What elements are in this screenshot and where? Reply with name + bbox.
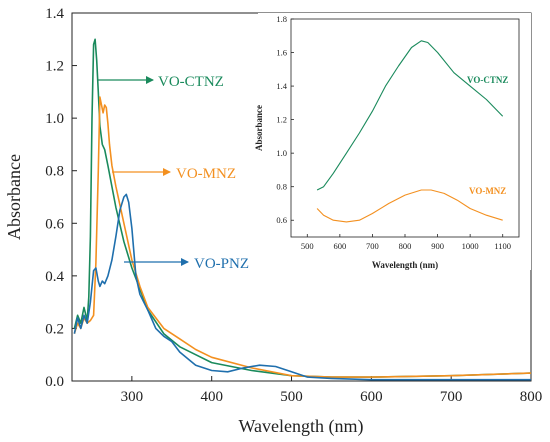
inset-x-axis-title: Wavelength (nm)	[372, 260, 438, 270]
x-tick-label: 600	[360, 389, 383, 405]
inset-series-group	[316, 40, 504, 223]
inset-y-tick-label: 1.8	[276, 14, 287, 24]
series-line-vo-ctnz	[73, 38, 532, 378]
inset-series-line-vo-mnz	[316, 189, 503, 223]
inset-x-tick-label: 800	[399, 241, 412, 251]
inset-y-tick-label: 1.6	[276, 48, 287, 58]
inset-x-tick-label: 1000	[462, 241, 479, 251]
x-tick-label: 400	[200, 389, 223, 405]
inset-y-tick-label: 0.8	[276, 182, 287, 192]
label-vo-pnz: VO-PNZ	[194, 256, 249, 272]
main-series-group	[73, 38, 532, 381]
inset-y-tick-label: 1.2	[276, 115, 287, 125]
y-tick-label: 1.4	[45, 6, 64, 22]
y-tick-label: 0.4	[45, 269, 64, 285]
inset-x-tick-label: 900	[431, 241, 444, 251]
x-tick-label: 800	[520, 389, 543, 405]
inset-series-line-vo-ctnz	[316, 40, 504, 191]
inset-y-tick-label: 1.4	[276, 81, 287, 91]
y-tick-label: 0.8	[45, 164, 64, 180]
inset-label-vo-ctnz: VO-CTNZ	[467, 75, 508, 85]
inset-x-tick-label: 600	[333, 241, 346, 251]
inset-background	[258, 13, 531, 270]
x-tick-label: 300	[121, 389, 144, 405]
inset-axis-ticks: 500 600 700 800 900 1000 1100 0.6 0.8 1.0 1.2 1.4 1.…	[276, 14, 511, 251]
y-tick-label: 0.6	[45, 216, 64, 232]
label-vo-ctnz: VO-CTNZ	[158, 74, 224, 90]
y-tick-label: 1.2	[45, 59, 64, 75]
label-vo-mnz: VO-MNZ	[176, 166, 236, 182]
inset-label-vo-mnz: VO-MNZ	[469, 186, 506, 196]
y-tick-label: 0.0	[45, 374, 64, 390]
series-line-vo-mnz	[73, 96, 532, 378]
series-line-vo-pnz	[73, 193, 531, 381]
x-tick-label: 700	[440, 389, 463, 405]
main-y-axis-title: Absorbance	[4, 154, 24, 240]
inset-x-tick-label: 500	[301, 241, 314, 251]
main-axis-ticks: 300 400 500 600 700 800 0.0 0.2 0.4 0.6 0.8 1.0 1.2 1…	[45, 6, 542, 405]
x-tick-label: 500	[280, 389, 303, 405]
inset-x-tick-label: 1100	[494, 241, 511, 251]
y-tick-label: 0.2	[45, 321, 64, 337]
inset-y-tick-label: 1.0	[276, 148, 287, 158]
inset-y-axis-title: Absorbance	[254, 105, 264, 151]
inset-y-tick-label: 0.6	[276, 215, 287, 225]
inset-x-tick-label: 700	[366, 241, 379, 251]
y-tick-label: 1.0	[45, 111, 64, 127]
main-x-axis-title: Wavelength (nm)	[238, 416, 363, 437]
